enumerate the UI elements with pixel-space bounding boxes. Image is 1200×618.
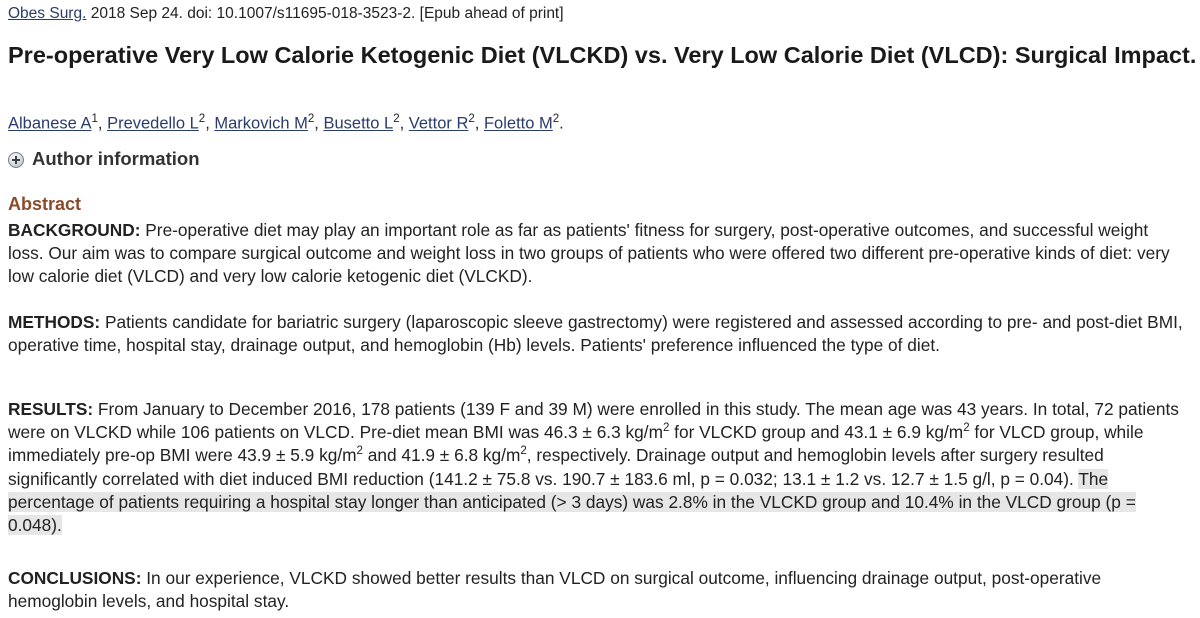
- citation-line: Obes Surg. 2018 Sep 24. doi: 10.1007/s11…: [8, 5, 564, 23]
- author-separator: ,: [474, 114, 484, 133]
- author-affiliation: 2: [468, 113, 475, 125]
- author-affiliation: 2: [198, 113, 206, 125]
- author-affiliation: 2: [552, 113, 560, 125]
- expand-plus-icon[interactable]: [8, 152, 24, 168]
- author-link[interactable]: Prevedello L: [107, 114, 199, 133]
- results-text: for VLCKD group and 43.1 ± 6.9 kg/m: [669, 422, 964, 443]
- author-link[interactable]: Foletto M: [483, 114, 553, 133]
- conclusions-paragraph: CONCLUSIONS: In our experience, VLCKD sh…: [8, 567, 1188, 613]
- results-label: RESULTS:: [8, 399, 94, 419]
- superscript: 2: [356, 445, 363, 458]
- author-separator: ,: [314, 114, 324, 133]
- citation-details: 2018 Sep 24. doi: 10.1007/s11695-018-352…: [86, 5, 564, 22]
- methods-paragraph: METHODS: Patients candidate for bariatri…: [8, 311, 1188, 357]
- author-separator: ,: [205, 114, 215, 133]
- results-text: and 41.9 ± 6.8 kg/m: [362, 445, 521, 466]
- background-paragraph: BACKGROUND: Pre-operative diet may play …: [8, 219, 1188, 289]
- methods-label: METHODS:: [8, 312, 101, 332]
- conclusions-text: In our experience, VLCKD showed better r…: [8, 568, 1102, 612]
- superscript: 2: [520, 445, 527, 458]
- abstract-heading: Abstract: [8, 194, 82, 214]
- author-separator: ,: [399, 114, 409, 133]
- author-separator: .: [559, 114, 564, 133]
- author-link[interactable]: Albanese A: [8, 114, 92, 133]
- background-text: Pre-operative diet may play an important…: [8, 220, 1170, 287]
- author-link[interactable]: Vettor R: [408, 114, 469, 133]
- superscript: 2: [963, 422, 970, 435]
- author-affiliation: 2: [307, 113, 315, 125]
- results-text: , respectively. Drainage output and hemo…: [8, 445, 1104, 489]
- author-affiliation: 2: [393, 113, 400, 125]
- results-text: for VLCD group, while immediately pre-op…: [8, 422, 1144, 466]
- methods-text: Patients candidate for bariatric surgery…: [8, 312, 1183, 356]
- superscript: 2: [662, 422, 670, 435]
- author-link[interactable]: Busetto L: [323, 114, 394, 133]
- background-label: BACKGROUND:: [8, 220, 141, 240]
- results-paragraph: RESULTS: From January to December 2016, …: [8, 398, 1188, 537]
- author-affiliation: 1: [91, 113, 98, 125]
- conclusions-label: CONCLUSIONS:: [8, 568, 142, 588]
- author-information-label: Author information: [32, 148, 200, 169]
- author-information-toggle[interactable]: Author information: [8, 148, 200, 170]
- journal-link[interactable]: Obes Surg.: [8, 5, 87, 22]
- author-list: Albanese A1, Prevedello L2, Markovich M2…: [8, 113, 564, 134]
- author-link[interactable]: Markovich M: [214, 114, 308, 133]
- article-title: Pre-operative Very Low Calorie Ketogenic…: [8, 42, 1197, 68]
- author-separator: ,: [97, 114, 108, 133]
- results-text: From January to December 2016, 178 patie…: [8, 399, 1179, 443]
